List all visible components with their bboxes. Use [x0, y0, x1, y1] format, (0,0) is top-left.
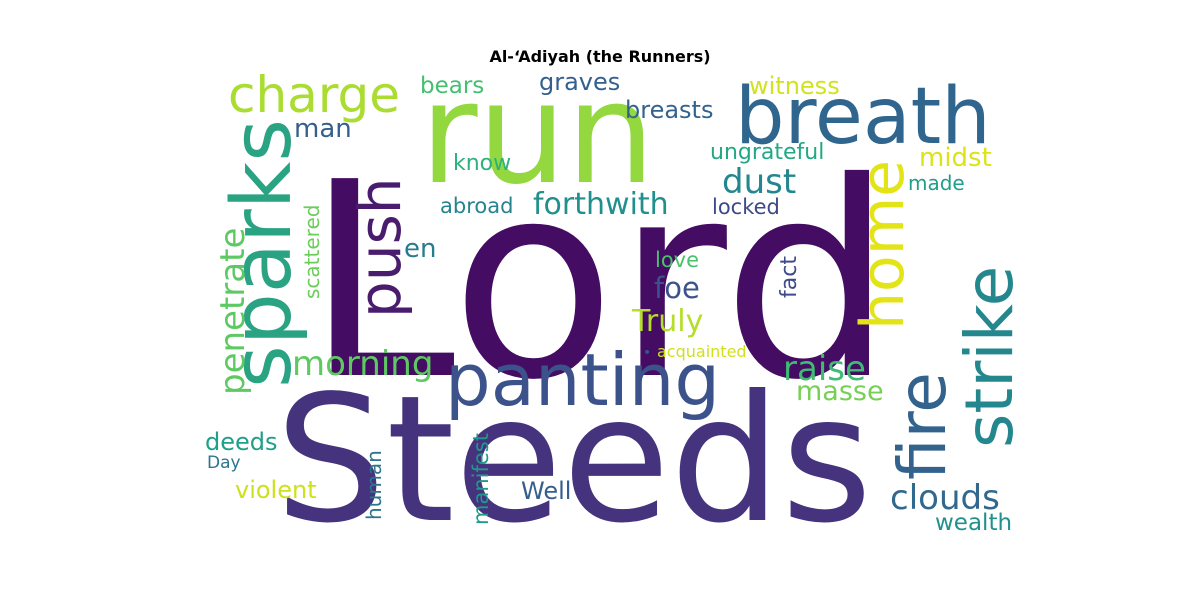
word-push: push: [346, 177, 414, 318]
word-abroad: abroad: [440, 194, 513, 218]
word-ungrateful: ungrateful: [710, 140, 824, 165]
word-breath: breath: [735, 72, 991, 162]
word-lord: Lord: [305, 124, 894, 439]
word-human: human: [362, 450, 386, 520]
word-bears: bears: [420, 73, 484, 99]
word-morning: morning: [292, 344, 433, 384]
word-violent: violent: [235, 476, 317, 504]
word-made: made: [908, 171, 965, 195]
word-panting: panting: [445, 338, 720, 422]
word-breasts: breasts: [625, 96, 713, 124]
word-know: know: [453, 151, 511, 176]
word-sparks: sparks: [215, 119, 310, 388]
word-wealth: wealth: [935, 510, 1012, 536]
word-fire: fire: [884, 372, 961, 480]
word-acquainted: acquainted: [657, 342, 747, 361]
word-charge: charge: [228, 66, 400, 124]
word-dust: dust: [722, 162, 796, 202]
word-foe: foe: [654, 271, 700, 305]
word-strike: strike: [951, 266, 1028, 448]
word-dot: •: [643, 345, 651, 361]
word-scattered: scattered: [300, 205, 324, 299]
word-manifest: manifest: [469, 433, 493, 525]
word-midst: midst: [919, 143, 992, 173]
word-en: en: [404, 234, 436, 264]
word-deeds: deeds: [205, 428, 278, 456]
word-well: Well: [521, 477, 571, 505]
word-man: man: [294, 114, 352, 144]
word-steeds: Steeds: [275, 359, 872, 562]
word-fact: fact: [777, 256, 802, 298]
word-penetrate: penetrate: [213, 228, 253, 395]
word-truly: Truly: [631, 304, 703, 339]
word-run: run: [420, 53, 655, 216]
word-home: home: [848, 160, 918, 330]
word-clouds: clouds: [890, 478, 1000, 518]
word-forthwith: forthwith: [533, 187, 669, 222]
word-raise: raise: [783, 349, 866, 389]
word-day: Day: [207, 453, 241, 473]
word-love: love: [655, 248, 699, 272]
word-witness: witness: [749, 72, 840, 100]
figure-title: Al-‘Adiyah (the Runners): [489, 47, 711, 66]
word-masse: masse: [796, 376, 884, 407]
word-graves: graves: [539, 68, 620, 96]
word-locked: locked: [712, 195, 780, 219]
